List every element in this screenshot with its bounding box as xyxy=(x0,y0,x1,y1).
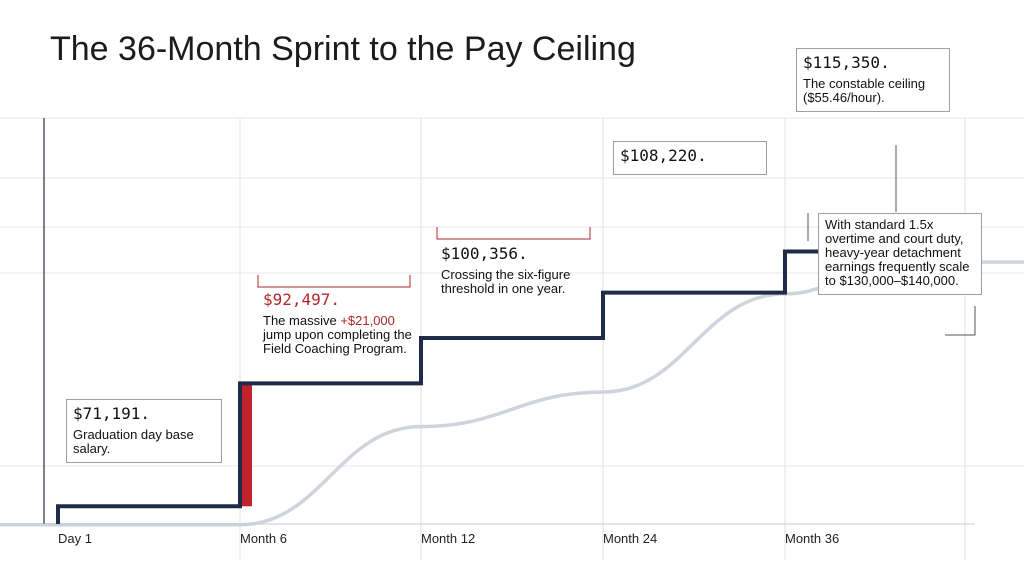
x-tick-label: Month 36 xyxy=(785,531,839,546)
annotation-text-after: jump upon completing the Field Coaching … xyxy=(263,327,412,356)
annotation-amount: $92,497. xyxy=(263,290,341,309)
annotation-highlight: +$21,000 xyxy=(340,313,395,328)
annotation-text-before: The massive xyxy=(263,313,341,328)
annotation-text: Crossing the six-figure threshold in one… xyxy=(441,267,571,296)
annotation-amount: $71,191. xyxy=(73,404,151,423)
x-tick-label: Month 6 xyxy=(240,531,287,546)
annotation-amount: $100,356. xyxy=(441,244,528,263)
step-layer xyxy=(56,145,976,524)
curve-layer xyxy=(0,260,1024,527)
annotation-day1: $71,191. Graduation day base salary. xyxy=(66,399,222,463)
jump-highlight-bar xyxy=(240,383,252,507)
annotation-leader xyxy=(436,227,591,240)
annotation-amount: $108,220. xyxy=(620,146,707,165)
x-tick-label: Month 24 xyxy=(603,531,657,546)
annotation-text: Graduation day base salary. xyxy=(73,427,194,456)
x-tick-label: Month 12 xyxy=(421,531,475,546)
annotation-text: With standard 1.5x overtime and court du… xyxy=(825,217,970,288)
annotation-amount: $115,350. xyxy=(803,53,890,72)
annotation-month12: $100,356. Crossing the six-figure thresh… xyxy=(441,244,596,296)
axis-layer xyxy=(43,118,975,525)
chart-title: The 36-Month Sprint to the Pay Ceiling xyxy=(50,30,636,68)
annotation-text: The constable ceiling ($55.46/hour). xyxy=(803,76,926,105)
x-tick-labels: Day 1 Month 6 Month 12 Month 24 Month 36 xyxy=(58,531,839,546)
x-tick-label: Day 1 xyxy=(58,531,92,546)
grid-layer xyxy=(0,117,1024,560)
annotation-month6: $92,497. The massive +$21,000 jump upon … xyxy=(263,290,423,356)
annotation-leader xyxy=(257,275,411,288)
annotation-text: The massive +$21,000 jump upon completin… xyxy=(263,314,423,356)
annotation-month36: $115,350. The constable ceiling ($55.46/… xyxy=(796,48,950,112)
overtime-bracket xyxy=(945,306,976,336)
smooth-earnings-curve xyxy=(0,260,1024,527)
base-salary-step-line xyxy=(56,249,967,524)
annotation-month24: $108,220. xyxy=(613,141,767,175)
annotation-overtime: With standard 1.5x overtime and court du… xyxy=(818,213,982,295)
